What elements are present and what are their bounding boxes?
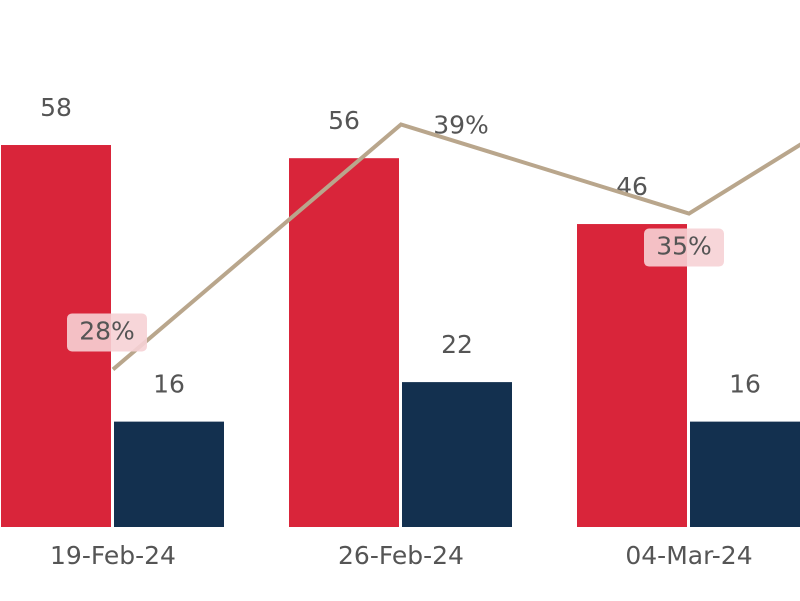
bar — [690, 421, 800, 527]
line — [111, 122, 800, 371]
data-label: 58 — [40, 93, 72, 122]
bar — [289, 158, 399, 527]
bar — [402, 382, 512, 527]
label-background — [67, 313, 147, 352]
data-label: 22 — [441, 330, 473, 359]
bar — [114, 421, 224, 527]
line-label: 35% — [656, 232, 712, 261]
bar — [577, 224, 687, 527]
line-label: 28% — [79, 316, 135, 345]
x-tick-label: 19-Feb-24 — [50, 541, 176, 570]
data-label: 16 — [153, 370, 185, 399]
x-tick-label: 04-Mar-24 — [625, 541, 752, 570]
data-label: 16 — [729, 370, 761, 399]
label-background — [644, 228, 724, 267]
line-label: 39% — [433, 110, 489, 139]
x-tick-label: 26-Feb-24 — [338, 541, 464, 570]
data-label: 56 — [328, 106, 360, 135]
